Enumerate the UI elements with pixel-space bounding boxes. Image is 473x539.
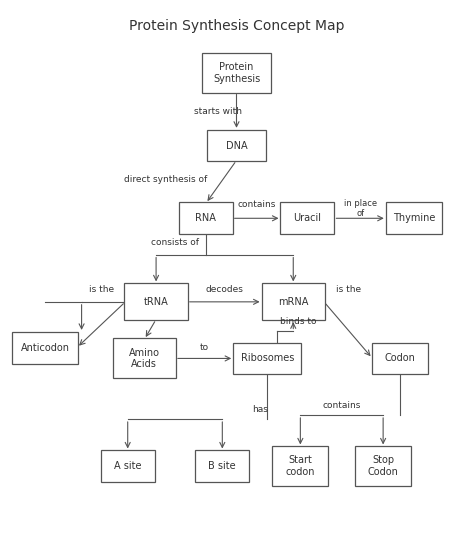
FancyBboxPatch shape	[386, 202, 442, 234]
Text: contains: contains	[237, 201, 276, 209]
Text: is the: is the	[336, 286, 361, 294]
Text: to: to	[200, 343, 209, 352]
FancyBboxPatch shape	[355, 446, 412, 486]
FancyBboxPatch shape	[272, 446, 328, 486]
Text: Amino
Acids: Amino Acids	[129, 348, 160, 369]
Text: contains: contains	[323, 401, 361, 410]
Text: Protein
Synthesis: Protein Synthesis	[213, 62, 260, 84]
Text: Stop
Codon: Stop Codon	[368, 455, 399, 477]
Text: A site: A site	[114, 461, 141, 471]
FancyBboxPatch shape	[202, 53, 271, 93]
Text: in place
of: in place of	[343, 199, 377, 218]
Text: Thymine: Thymine	[393, 213, 435, 223]
Text: Protein Synthesis Concept Map: Protein Synthesis Concept Map	[129, 19, 344, 33]
Text: Anticodon: Anticodon	[20, 343, 70, 353]
Text: mRNA: mRNA	[278, 297, 308, 307]
FancyBboxPatch shape	[262, 284, 325, 320]
Text: Ribosomes: Ribosomes	[241, 354, 294, 363]
FancyBboxPatch shape	[113, 338, 176, 378]
FancyBboxPatch shape	[179, 202, 233, 234]
FancyBboxPatch shape	[12, 332, 78, 364]
FancyBboxPatch shape	[233, 343, 301, 374]
Text: binds to: binds to	[280, 317, 316, 326]
Text: direct synthesis of: direct synthesis of	[124, 175, 207, 184]
Text: B site: B site	[209, 461, 236, 471]
Text: is the: is the	[88, 286, 114, 294]
Text: Codon: Codon	[384, 354, 415, 363]
Text: has: has	[252, 405, 268, 414]
Text: RNA: RNA	[195, 213, 216, 223]
FancyBboxPatch shape	[101, 451, 155, 482]
Text: consists of: consists of	[151, 238, 199, 247]
FancyBboxPatch shape	[124, 284, 188, 320]
FancyBboxPatch shape	[207, 129, 266, 162]
FancyBboxPatch shape	[280, 202, 334, 234]
FancyBboxPatch shape	[372, 343, 428, 374]
Text: Start
codon: Start codon	[286, 455, 315, 477]
Text: Uracil: Uracil	[293, 213, 322, 223]
Text: decodes: decodes	[206, 286, 244, 294]
Text: starts with: starts with	[193, 107, 242, 116]
FancyBboxPatch shape	[195, 451, 249, 482]
Text: tRNA: tRNA	[144, 297, 168, 307]
Text: DNA: DNA	[226, 141, 247, 150]
